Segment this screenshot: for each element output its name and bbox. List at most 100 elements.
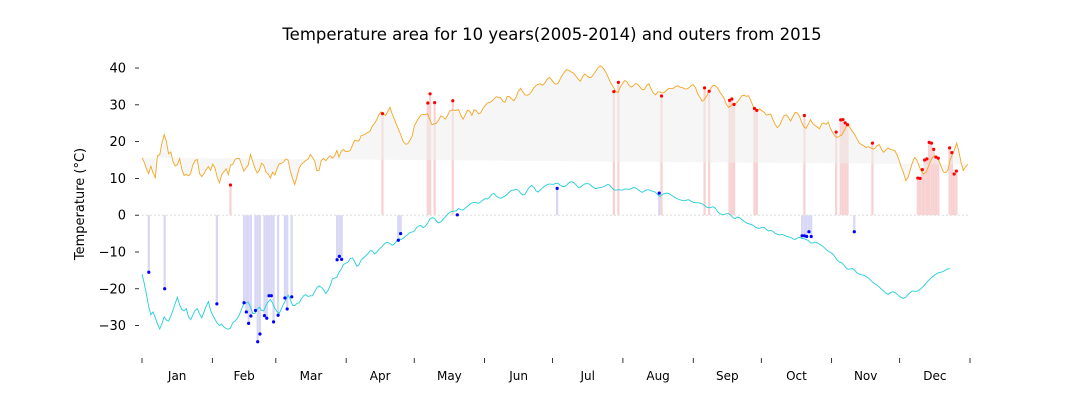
series-lines (141, 65, 969, 330)
record-low-bar (283, 215, 287, 298)
record-low-bar (254, 215, 257, 311)
record-low-point (271, 320, 276, 324)
record-high-point (616, 80, 620, 84)
record-low-bar (853, 215, 856, 232)
x-tick-label: Nov (854, 369, 877, 383)
record-high-point (426, 101, 430, 105)
record-high-bar (950, 152, 953, 216)
record-high-point (730, 97, 734, 101)
y-axis: −30 −20 −10 0 10 20 30 40 (99, 62, 139, 334)
y-tick-label: 0 (118, 209, 126, 224)
record-low-bar (256, 215, 259, 342)
record-high-bar (952, 173, 956, 216)
x-tick-label: Oct (786, 369, 807, 383)
record-low-point (335, 258, 339, 262)
record-high-point (952, 172, 956, 176)
record-high-bar (932, 149, 935, 216)
record-low-point (283, 296, 287, 300)
record-low-point (276, 313, 280, 317)
record-low-bar (399, 215, 402, 234)
record-low-point (267, 294, 271, 298)
record-low-point (555, 186, 559, 190)
record-low-bar (249, 215, 253, 317)
record-high-point (841, 117, 845, 122)
record-low-point (244, 310, 248, 314)
y-axis-label: Temperature (°C) (73, 148, 88, 261)
x-tick-label: Dec (923, 369, 946, 383)
record-points (147, 80, 958, 344)
record-low-bar (810, 215, 813, 237)
record-low-point (215, 302, 219, 306)
record-high-point (845, 123, 850, 127)
y-tick-label: −20 (99, 282, 126, 297)
record-low-bar (286, 215, 289, 310)
record-high-bar (928, 142, 931, 216)
record-high-bar (835, 132, 838, 216)
record-low-bar (265, 215, 268, 319)
record-low-point (249, 314, 253, 318)
record-low-bar (163, 215, 166, 289)
x-tick-label: Feb (233, 369, 254, 383)
record-low-point (657, 191, 661, 195)
record-high-point (755, 108, 759, 112)
record-high-bar (921, 169, 924, 216)
record-high-point (925, 157, 929, 161)
y-tick-label: −10 (99, 245, 126, 260)
record-high-point (732, 102, 736, 107)
record-low-point (163, 287, 167, 291)
record-low-bar (263, 215, 266, 316)
record-high-point (947, 146, 952, 150)
x-tick-label: Apr (370, 369, 391, 383)
record-low-point (147, 270, 151, 274)
record-high-point (936, 156, 940, 160)
record-high-bar (841, 119, 845, 216)
max-temperature-line (141, 65, 969, 187)
record-low-bar (805, 215, 808, 237)
record-low-bar (215, 215, 218, 304)
record-low-bar (267, 215, 271, 296)
record-low-bar (658, 193, 661, 216)
record-low-bar (276, 215, 280, 316)
record-high-bar (381, 113, 384, 216)
record-high-bar (755, 110, 758, 216)
record-high-point (428, 92, 432, 96)
record-high-point (228, 183, 233, 187)
x-axis: Jan Feb Mar Apr May Jun Jul Aug Sep Oct Nov Dec (141, 358, 971, 383)
record-high-point (929, 141, 934, 145)
record-low-bar (258, 215, 262, 335)
record-high-bar (839, 119, 842, 216)
record-low-bar (247, 215, 250, 324)
x-tick-label: May (437, 369, 462, 383)
record-low-bar (338, 215, 341, 257)
record-high-bar (937, 158, 940, 216)
record-high-bar (846, 124, 849, 216)
y-tick-label: 20 (109, 135, 126, 150)
record-low-bar (290, 215, 293, 297)
record-low-bar (556, 188, 559, 216)
record-low-point (256, 340, 260, 344)
record-high-point (950, 151, 954, 155)
record-high-bar (948, 147, 951, 216)
x-tick-label: Sep (716, 369, 739, 383)
record-high-bar (871, 143, 874, 216)
record-high-bar (803, 115, 806, 216)
record-high-bar (955, 171, 958, 216)
record-low-bar (245, 215, 248, 312)
chart-title: Temperature area for 10 years(2005-2014)… (281, 25, 821, 44)
record-low-point (247, 321, 251, 325)
record-high-bar (925, 158, 929, 216)
record-high-point (843, 121, 847, 125)
x-tick-label: Jun (508, 369, 528, 383)
record-high-bar (923, 160, 926, 216)
record-low-point (800, 234, 804, 238)
record-low-bar (335, 215, 339, 260)
y-tick-label: 40 (109, 62, 126, 77)
record-high-bar (229, 185, 232, 216)
record-high-bar (934, 157, 938, 216)
record-high-point (702, 86, 707, 90)
record-low-point (852, 230, 856, 234)
range-fill (142, 65, 970, 216)
record-high-point (451, 99, 455, 103)
record-low-point (396, 238, 400, 242)
